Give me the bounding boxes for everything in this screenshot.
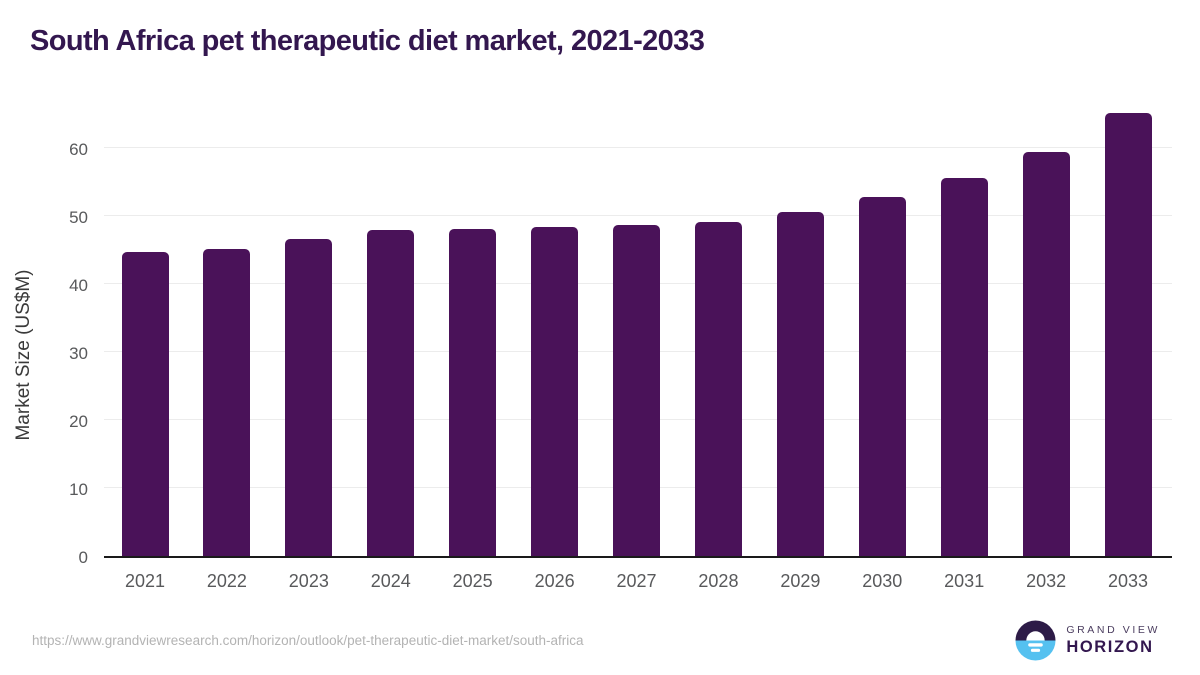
y-tick-0: 0 xyxy=(78,548,88,567)
logo-wordmark: GRAND VIEW HORIZON xyxy=(1066,624,1160,657)
logo-brand-bottom: HORIZON xyxy=(1066,638,1154,656)
x-tick-2033: 2033 xyxy=(1108,571,1149,591)
y-tick-40: 40 xyxy=(69,276,88,296)
logo-brand-top: GRAND VIEW xyxy=(1066,624,1160,636)
x-tick-2030: 2030 xyxy=(862,571,903,591)
bar-2025[interactable] xyxy=(449,228,497,556)
bar-2029[interactable] xyxy=(776,211,824,556)
bar-2032[interactable] xyxy=(1022,151,1070,556)
x-tick-2023: 2023 xyxy=(288,571,329,591)
bar-2021[interactable] xyxy=(121,251,169,556)
x-tick-2021: 2021 xyxy=(124,571,166,591)
bar-2024[interactable] xyxy=(367,229,415,556)
bar-2031[interactable] xyxy=(940,177,988,556)
y-tick-60: 60 xyxy=(69,140,88,160)
bar-2022[interactable] xyxy=(203,248,251,556)
x-tick-2025: 2025 xyxy=(452,571,493,591)
y-tick-10: 10 xyxy=(69,480,88,500)
bar-2028[interactable] xyxy=(694,221,742,556)
x-tick-2031: 2031 xyxy=(944,571,985,591)
grand-view-horizon-logo: GRAND VIEW HORIZON xyxy=(1015,620,1160,661)
plot-area xyxy=(104,113,1172,558)
x-tick-2029: 2029 xyxy=(780,571,821,591)
x-tick-2028: 2028 xyxy=(698,571,739,591)
chart-title: South Africa pet therapeutic diet market… xyxy=(30,25,705,57)
bar-2027[interactable] xyxy=(613,225,661,556)
x-tick-2032: 2032 xyxy=(1026,571,1067,591)
source-url: https://www.grandviewresearch.com/horizo… xyxy=(32,633,584,648)
y-tick-20: 20 xyxy=(69,412,88,432)
y-tick-50: 50 xyxy=(69,208,88,228)
horizon-sun-icon xyxy=(1015,620,1056,661)
x-tick-2024: 2024 xyxy=(370,571,411,591)
x-tick-2026: 2026 xyxy=(534,571,575,591)
x-tick-2027: 2027 xyxy=(616,571,657,591)
gridline-50 xyxy=(104,215,1172,217)
gridline-60 xyxy=(104,147,1172,149)
y-tick-30: 30 xyxy=(69,344,88,364)
x-tick-2022: 2022 xyxy=(206,571,247,591)
bar-2033[interactable] xyxy=(1104,113,1152,556)
bar-2026[interactable] xyxy=(531,227,579,556)
bar-2023[interactable] xyxy=(285,238,333,556)
bar-2030[interactable] xyxy=(858,197,906,556)
